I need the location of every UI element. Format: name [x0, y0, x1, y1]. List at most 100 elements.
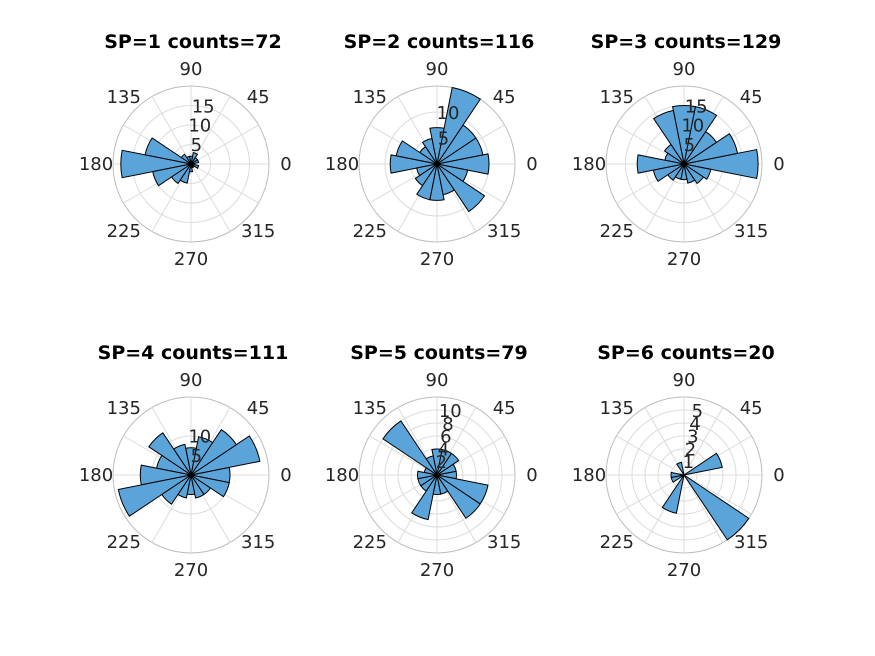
histogram-bar-135 — [382, 420, 438, 476]
radial-tick-label: 8 — [442, 414, 453, 435]
angular-grid-line — [683, 474, 724, 543]
histogram-bar-90 — [431, 448, 443, 476]
radial-tick-label: 15 — [192, 96, 215, 117]
angle-tick-label: 45 — [740, 398, 763, 419]
radial-tick-label: 3 — [687, 427, 698, 448]
angle-tick-label: 270 — [174, 560, 208, 581]
angle-tick-label: 0 — [280, 154, 291, 175]
radial-tick-label: 5 — [191, 135, 202, 156]
angle-tick-label: 45 — [247, 398, 270, 419]
histogram-bar-337.5 — [190, 163, 200, 170]
angle-tick-label: 135 — [600, 87, 634, 108]
angle-tick-label: 315 — [241, 221, 275, 242]
radial-tick-label: 15 — [685, 96, 708, 117]
chart-title: SP=6 counts=20 — [597, 342, 775, 364]
radial-tick-label: 10 — [188, 427, 211, 448]
angle-tick-label: 315 — [241, 532, 275, 553]
angular-grid-line — [190, 163, 259, 204]
histogram-bar-202.5 — [652, 163, 685, 183]
histogram-bar-135 — [663, 143, 685, 165]
angle-tick-label: 225 — [353, 532, 387, 553]
angle-tick-label: 90 — [426, 59, 449, 80]
radial-tick-label: 1 — [683, 452, 694, 473]
angular-grid-line — [190, 96, 231, 165]
angle-tick-label: 135 — [107, 398, 141, 419]
angular-grid-line — [683, 407, 724, 476]
angle-tick-label: 135 — [107, 87, 141, 108]
angle-tick-label: 315 — [487, 221, 521, 242]
radial-tick-label: 5 — [684, 135, 695, 156]
histogram-bar-112.5 — [421, 137, 438, 165]
radial-tick-label: 5 — [692, 401, 703, 422]
radial-tick-label: 10 — [437, 103, 460, 124]
histogram-bar-337.5 — [190, 474, 230, 498]
histogram-bar-202.5 — [670, 474, 685, 483]
angle-tick-label: 225 — [353, 221, 387, 242]
histogram-bar-202.5 — [152, 163, 192, 187]
radial-tick-label: 4 — [438, 439, 449, 460]
angle-tick-label: 0 — [280, 465, 291, 486]
angle-tick-label: 90 — [426, 370, 449, 391]
angle-tick-label: 225 — [600, 532, 634, 553]
histogram-bar-225 — [170, 163, 192, 185]
histogram-bar-225 — [161, 474, 192, 505]
angle-tick-label: 0 — [526, 154, 537, 175]
histogram-bar-180 — [389, 154, 438, 174]
histogram-bar-112.5 — [652, 109, 685, 165]
angle-tick-label: 315 — [734, 221, 768, 242]
histogram-bar-90 — [672, 104, 696, 165]
histogram-bar-337.5 — [436, 163, 469, 183]
angular-grid-line — [683, 474, 752, 515]
radial-tick-label: 10 — [439, 401, 462, 422]
angle-tick-label: 315 — [487, 532, 521, 553]
histogram-bar-180 — [120, 149, 192, 179]
angle-tick-label: 270 — [420, 249, 454, 270]
histogram-bar-67.5 — [436, 86, 482, 165]
angle-tick-label: 45 — [247, 87, 270, 108]
histogram-bar-180 — [636, 154, 685, 174]
polar-chart-2: 5 10 0 45 90 135 180 225 270 315 SP=2 counts=116 — [325, 31, 538, 270]
histogram-bar-247.5 — [177, 474, 192, 499]
angle-tick-label: 270 — [420, 560, 454, 581]
radial-tick-label: 4 — [689, 414, 700, 435]
chart-title: SP=5 counts=79 — [350, 342, 528, 364]
angular-grid-line — [616, 435, 685, 476]
histogram-bar-337.5 — [436, 474, 489, 505]
radial-tick-label: 5 — [191, 446, 202, 467]
angle-tick-label: 45 — [493, 87, 516, 108]
angle-tick-label: 0 — [773, 465, 784, 486]
histogram-bar-270 — [188, 163, 194, 173]
histogram-bar-135 — [148, 432, 192, 476]
histogram-bar-247.5 — [179, 163, 192, 184]
angle-tick-label: 180 — [79, 465, 113, 486]
histogram-bar-202.5 — [117, 474, 192, 517]
angular-grid-line — [190, 163, 231, 232]
angle-tick-label: 0 — [773, 154, 784, 175]
angle-tick-label: 45 — [740, 87, 763, 108]
histogram-bar-22.5 — [190, 435, 261, 476]
angle-tick-label: 135 — [353, 87, 387, 108]
angle-tick-label: 180 — [325, 465, 359, 486]
chart-title: SP=4 counts=111 — [98, 342, 289, 364]
chart-title: SP=1 counts=72 — [104, 31, 282, 53]
angle-tick-label: 135 — [600, 398, 634, 419]
chart-title: SP=2 counts=116 — [344, 31, 535, 53]
histogram-bar-247.5 — [661, 474, 685, 514]
angle-tick-label: 270 — [667, 249, 701, 270]
angle-tick-label: 135 — [353, 398, 387, 419]
angle-tick-label: 90 — [673, 370, 696, 391]
histogram-bar-270 — [429, 163, 445, 201]
histogram-bar-0 — [436, 153, 490, 175]
polar-chart-4: 510 0 45 90 135 180 225 270 315 SP=4 counts=111 — [79, 342, 292, 581]
histogram-bar-22.5 — [683, 452, 723, 476]
radial-tick-label: 10 — [681, 116, 704, 137]
histogram-bar-315 — [683, 474, 750, 541]
histogram-bar-22.5 — [683, 132, 739, 165]
angle-tick-label: 270 — [667, 560, 701, 581]
histogram-bar-67.5 — [190, 151, 199, 165]
histogram-bar-112.5 — [676, 461, 685, 476]
angle-tick-label: 90 — [673, 59, 696, 80]
histogram-bar-67.5 — [190, 436, 214, 476]
